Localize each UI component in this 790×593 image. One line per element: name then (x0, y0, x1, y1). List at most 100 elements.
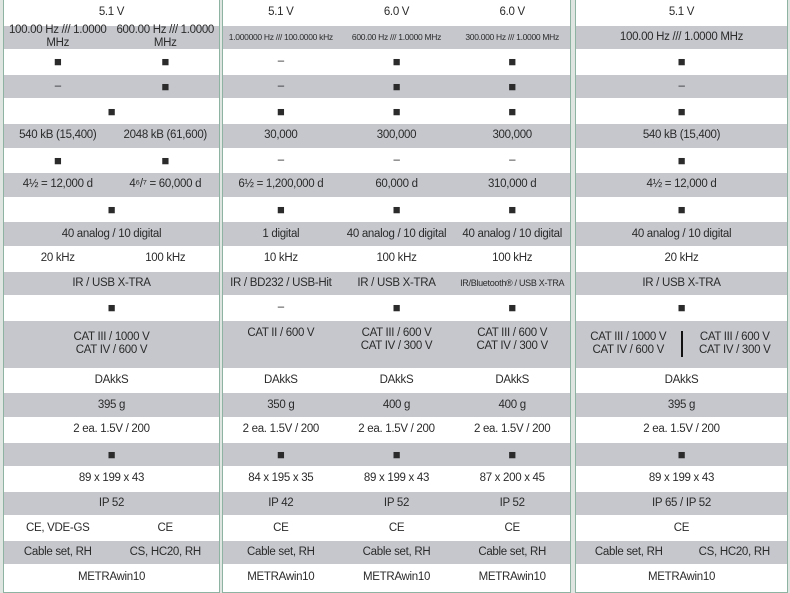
spec-row: ■ (576, 198, 787, 223)
filled-square-icon: ■ (677, 152, 686, 168)
spec-row: 40 analog / 10 digital (4, 222, 219, 247)
spec-row: ■ (4, 99, 219, 124)
spec-row: METRAwin10 (4, 565, 219, 591)
spec-row: Cable set, RH CS, HC20, RH (4, 540, 219, 566)
spec-row: – ■ ■ (223, 74, 570, 100)
spec-row: – ■ ■ (223, 296, 570, 321)
spec-cell: METRAwin10 (77, 570, 146, 583)
spec-cell: METRAwin10 (647, 570, 716, 583)
spec-cell: 2 ea. 1.5V / 200 (73, 423, 150, 436)
filled-square-icon: ■ (277, 446, 285, 462)
filled-square-icon: ■ (107, 103, 116, 119)
spec-cell: CS, HC20, RH (698, 546, 770, 559)
spec-cell: 395 g (97, 398, 126, 411)
spec-row: 89 x 199 x 43 (576, 467, 787, 492)
filled-square-icon: ■ (508, 54, 516, 70)
spec-cell: 5.1 V (98, 6, 125, 19)
spec-row: 4½ = 12,000 d 4⁶/⁷ = 60,000 d (4, 173, 219, 198)
spec-row: 5.1 V (576, 1, 787, 26)
spec-row: 2 ea. 1.5V / 200 (4, 418, 219, 443)
spec-cell: CAT III / 1000 V CAT IV / 600 V (73, 331, 150, 357)
spec-row: CAT III / 1000 V CAT IV / 600 V CAT III /… (576, 320, 787, 369)
spec-row: 540 kB (15,400) 2048 kB (61,600) (4, 123, 219, 149)
not-available-dash: – (277, 301, 284, 314)
spec-row: METRAwin10 (576, 565, 787, 591)
filled-square-icon: ■ (392, 103, 401, 119)
spec-row: – ■ ■ (223, 50, 570, 75)
spec-cell: 2048 kB (61,600) (123, 129, 208, 142)
filled-square-icon: ■ (677, 103, 686, 119)
spec-cell: 2 ea. 1.5V / 200 (643, 423, 720, 436)
spec-row: 100.00 Hz /// 1.0000 MHz 600.00 Hz /// 1.… (4, 24, 219, 51)
filled-square-icon: ■ (107, 300, 116, 316)
spec-row: 2 ea. 1.5V / 200 (576, 418, 787, 443)
spec-cell: 40 analog / 10 digital (346, 227, 447, 240)
spec-row: ■ (4, 296, 219, 321)
spec-cell: 4½ = 12,000 d (646, 178, 717, 191)
spec-cell: 2 ea. 1.5V / 200 (242, 423, 320, 436)
spec-cell: 540 kB (15,400) (642, 129, 721, 142)
spec-cell: IR/Bluetooth® / USB X-TRA (460, 277, 565, 288)
filled-square-icon: ■ (508, 103, 516, 119)
spec-cell: 89 x 199 x 43 (78, 472, 145, 485)
spec-cell: Cable set, RH (478, 546, 547, 559)
filled-square-icon: ■ (392, 202, 401, 218)
spec-row: 20 kHz 100 kHz (4, 247, 219, 272)
spec-panel-2: 5.1 V 6.0 V 6.0 V 1.000000 Hz /// 100.0000 … (222, 0, 571, 593)
spec-cell: 400 g (382, 398, 411, 411)
spec-row: 5.1 V 6.0 V 6.0 V (223, 1, 570, 26)
filled-square-icon: ■ (392, 446, 401, 462)
spec-row: CAT III / 1000 V CAT IV / 600 V (4, 320, 219, 369)
spec-row: Cable set, RH CS, HC20, RH (576, 540, 787, 566)
spec-cell: CE (273, 521, 289, 534)
spec-cell: Cable set, RH (23, 546, 92, 559)
spec-cell: 395 g (667, 398, 696, 411)
filled-square-icon: ■ (161, 152, 170, 168)
spec-row: ■ ■ ■ (223, 198, 570, 223)
spec-cell: 40 analog / 10 digital (61, 227, 162, 240)
spec-row: 1.000000 Hz /// 100.0000 kHz 600.00 Hz //… (223, 25, 570, 51)
spec-cell: DAkkS (495, 374, 529, 387)
spec-row: ■ ■ (4, 50, 219, 75)
spec-cell: 5.1 V (268, 6, 294, 19)
filled-square-icon: ■ (392, 54, 401, 70)
filled-square-icon: ■ (392, 300, 401, 316)
spec-row: – – – (223, 149, 570, 174)
spec-row: ■ (576, 149, 787, 174)
spec-cell: 100.00 Hz /// 1.0000 MHz (8, 24, 107, 50)
spec-cell: CS, HC20, RH (129, 546, 201, 559)
spec-cell: CE, VDE-GS (26, 521, 90, 534)
spec-row: IP 42 IP 52 IP 52 (223, 491, 570, 517)
spec-row: 2 ea. 1.5V / 200 2 ea. 1.5V / 200 2 ea. 1.… (223, 418, 570, 443)
spec-row: ■ ■ (4, 149, 219, 174)
spec-cell: 84 x 195 x 35 (248, 472, 314, 485)
spec-row: 5.1 V (4, 1, 219, 26)
not-available-dash: – (277, 80, 284, 93)
spec-cell: CE (388, 521, 405, 534)
spec-row: CE CE CE (223, 516, 570, 541)
spec-row: 89 x 199 x 43 (4, 467, 219, 492)
spec-row: 1 digital 40 analog / 10 digital 40 analog… (223, 222, 570, 247)
spec-cell: 1 digital (262, 227, 300, 240)
spec-cell: 40 analog / 10 digital (462, 227, 562, 240)
spec-panel-3: 5.1 V 100.00 Hz /// 1.0000 MHz ■ – ■ 540 kB (… (575, 0, 788, 593)
not-available-dash: – (393, 153, 400, 166)
spec-cell: 100 kHz (145, 252, 186, 265)
spec-row: 6½ = 1,200,000 d 60,000 d 310,000 d (223, 173, 570, 198)
spec-cell: 4½ = 12,000 d (22, 178, 93, 191)
spec-cell: 1.000000 Hz /// 100.0000 kHz (228, 31, 333, 42)
spec-cell: 350 g (267, 398, 295, 411)
spec-cell: CAT III / 600 V CAT IV / 300 V (699, 331, 771, 357)
spec-cell: DAkkS (664, 374, 699, 387)
spec-cell: 20 kHz (40, 252, 75, 265)
spec-row: 100.00 Hz /// 1.0000 MHz (576, 25, 787, 51)
not-available-dash: – (54, 80, 61, 93)
spec-row: 84 x 195 x 35 89 x 199 x 43 87 x 200 x 45 (223, 467, 570, 492)
spec-cell: Cable set, RH (246, 546, 315, 559)
spec-cell: IR / USB X-TRA (72, 276, 151, 289)
spec-row: ■ ■ ■ (223, 442, 570, 468)
filled-square-icon: ■ (677, 202, 686, 218)
spec-row: IP 65 / IP 52 (576, 491, 787, 517)
spec-cell: IR / USB X-TRA (357, 276, 436, 289)
spec-cell: 10 kHz (263, 252, 298, 265)
